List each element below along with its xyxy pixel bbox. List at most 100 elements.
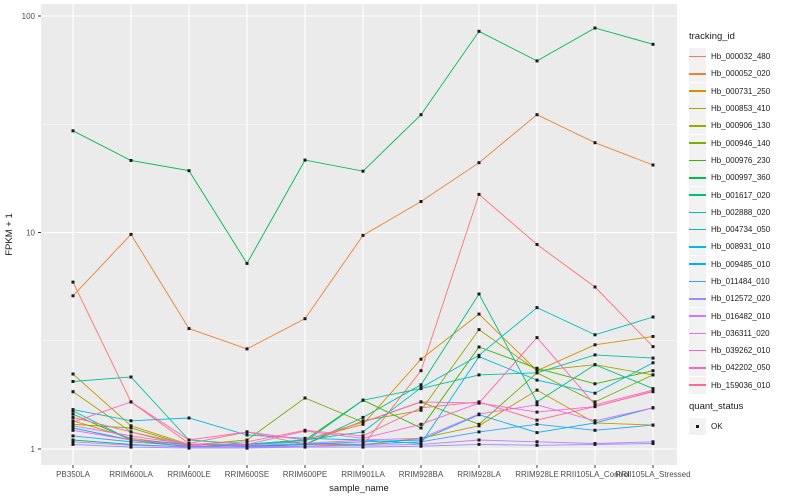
data-point — [129, 419, 133, 423]
legend-key-box — [689, 307, 706, 325]
data-point — [651, 356, 655, 360]
axis-ticks — [38, 15, 654, 468]
legend-item-label: Hb_036311_020 — [711, 328, 770, 338]
data-point — [535, 378, 539, 382]
legend-item-label: Hb_000052_020 — [711, 69, 771, 79]
data-point — [419, 438, 423, 442]
legend-key-box — [689, 273, 706, 290]
data-point — [361, 233, 365, 237]
data-point — [535, 59, 539, 63]
data-point — [245, 442, 249, 446]
data-point — [477, 422, 481, 426]
legend-item-label: Hb_000946_140 — [711, 138, 771, 148]
legend-line-swatch-icon — [689, 73, 706, 75]
data-point — [245, 347, 249, 351]
data-point — [303, 158, 307, 162]
legend-line-swatch-icon — [689, 384, 706, 387]
legend-key-box — [689, 238, 706, 256]
data-point — [303, 317, 307, 321]
legend-item-label: Hb_012572_020 — [711, 294, 771, 304]
legend-line-swatch-icon — [689, 298, 706, 300]
x-tick-label: RRIM600LA — [109, 470, 153, 479]
data-point — [419, 436, 423, 440]
legend-key-box — [689, 342, 706, 360]
y-axis-title: FPKM + 1 — [4, 213, 15, 256]
legend-item-Hb_000946_140: Hb_000946_140 — [689, 134, 797, 152]
data-point — [187, 442, 191, 446]
data-point — [477, 292, 481, 296]
data-point — [593, 363, 597, 367]
legend-item-Hb_001617_020: Hb_001617_020 — [689, 186, 797, 204]
legend-item-label: Hb_039262_010 — [711, 346, 771, 356]
legend-key-box — [689, 134, 706, 152]
data-point — [651, 335, 655, 338]
legend-key-box — [689, 324, 706, 342]
legend-key-box — [689, 290, 706, 308]
legend-item-Hb_036311_020: Hb_036311_020 — [689, 324, 797, 342]
data-point — [593, 419, 597, 423]
x-tick-label: PB350LA — [56, 470, 90, 479]
data-point — [129, 436, 133, 440]
legend-line-swatch-icon — [689, 280, 706, 283]
legend-line-swatch-icon — [689, 176, 706, 179]
data-point — [129, 443, 133, 447]
legend-key-box — [689, 359, 706, 377]
data-point — [71, 442, 75, 446]
data-point — [535, 113, 539, 117]
data-point — [477, 29, 481, 33]
data-point — [419, 357, 423, 361]
data-point — [419, 422, 423, 426]
data-point — [419, 444, 423, 448]
data-point — [361, 169, 365, 173]
data-point — [535, 336, 539, 340]
data-point — [303, 438, 307, 442]
legend-line-swatch-icon — [689, 142, 706, 144]
legend-key-box — [689, 255, 706, 273]
data-point — [71, 426, 75, 430]
legend-line-swatch-icon — [689, 263, 706, 265]
legend-item-label: Hb_016482_010 — [711, 311, 771, 321]
data-point — [419, 113, 423, 117]
data-point — [477, 345, 481, 349]
data-point — [419, 442, 423, 446]
x-tick-label: RRIM928BA — [399, 470, 444, 479]
x-tick-label: RRIM600LE — [167, 470, 211, 479]
legend-line-swatch-icon — [689, 246, 706, 248]
data-point — [593, 421, 597, 425]
legend-tracking-items: Hb_000032_480 Hb_000052_020 Hb_000731_250 H… — [689, 48, 797, 394]
legend-key-box — [689, 221, 706, 239]
data-point — [477, 373, 481, 377]
data-point — [129, 426, 133, 430]
data-point — [129, 159, 133, 162]
legend-line-swatch-icon — [689, 55, 706, 58]
legend-line-swatch-icon — [689, 332, 706, 335]
data-point — [593, 343, 597, 347]
data-point — [361, 440, 365, 444]
data-point — [535, 422, 539, 426]
data-point — [477, 438, 481, 442]
data-point — [71, 415, 75, 419]
data-point — [419, 369, 423, 373]
data-point — [419, 426, 423, 430]
data-point — [129, 434, 133, 438]
data-point — [651, 315, 655, 319]
data-point — [477, 412, 481, 416]
y-tick-label: 10 — [26, 228, 35, 237]
legend-key-box — [689, 169, 706, 187]
legend-line-swatch-icon — [689, 211, 706, 214]
data-point — [303, 442, 307, 445]
data-point — [129, 375, 133, 379]
data-point — [651, 361, 655, 365]
data-point — [361, 445, 365, 449]
legend-item-label: OK — [711, 422, 723, 432]
legend-item-Hb_000032_480: Hb_000032_480 — [689, 48, 797, 66]
data-point — [303, 440, 307, 444]
legend-key-box — [689, 186, 706, 204]
data-point — [419, 440, 423, 444]
data-point — [593, 333, 597, 337]
data-point — [187, 416, 191, 420]
legend-item-label: Hb_000976_230 — [711, 155, 771, 165]
legend-item-label: Hb_002888_020 — [711, 207, 771, 217]
data-point — [361, 422, 365, 426]
